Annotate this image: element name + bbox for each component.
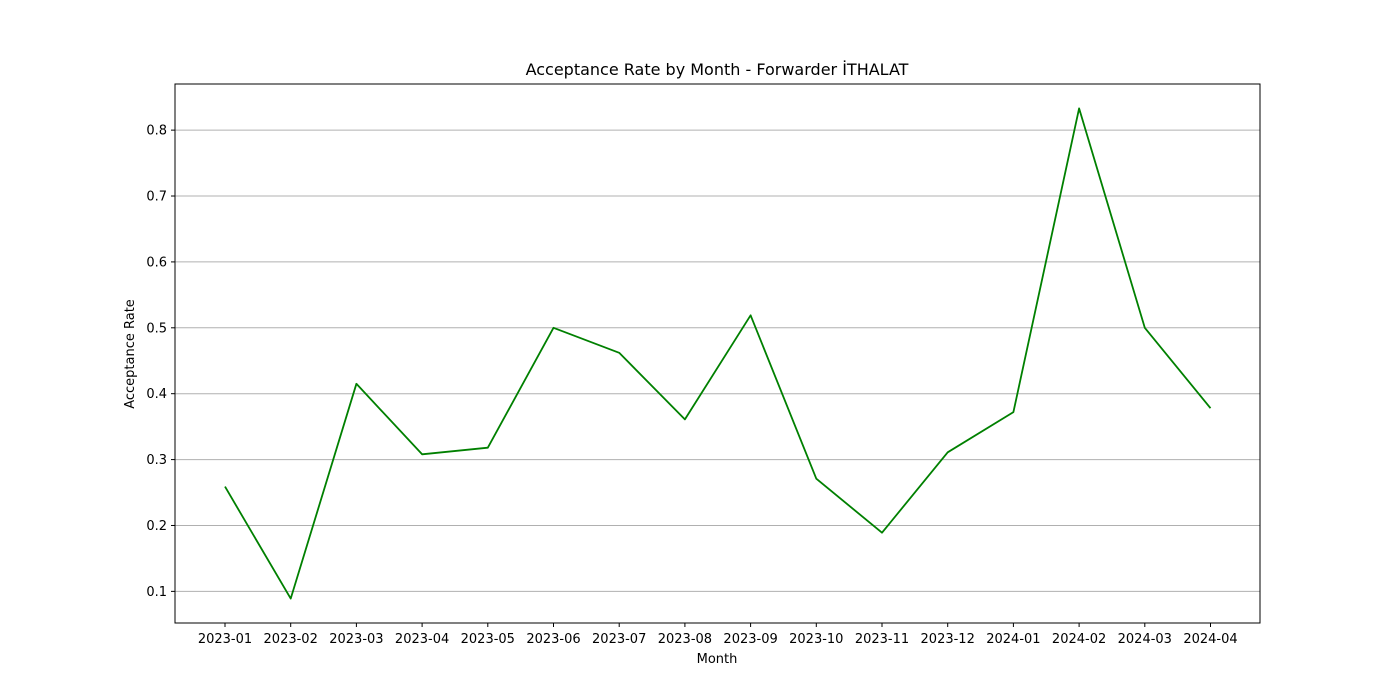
x-axis: 2023-01 2023-02 2023-03 2023-04 2023-05 2023-…: [198, 623, 1238, 647]
y-tick-label: 0.8: [146, 124, 167, 139]
x-tick-label: 2023-09: [723, 632, 777, 647]
gridlines: [175, 129, 1260, 592]
x-tick-label: 2024-03: [1118, 632, 1172, 647]
series-line: [224, 107, 1212, 600]
x-tick-label: 2023-02: [264, 632, 318, 647]
plot-area-frame: [174, 83, 1261, 624]
series-layer: [224, 107, 1212, 600]
y-tick-label: 0.2: [146, 519, 167, 534]
x-tick-label: 2024-01: [986, 632, 1040, 647]
y-tick-label: 0.7: [146, 190, 167, 205]
x-tick-label: 2023-11: [855, 632, 909, 647]
x-axis-title: Month: [697, 652, 738, 667]
x-tick-label: 2023-06: [526, 632, 580, 647]
x-tick-label: 2023-03: [329, 632, 383, 647]
y-tick-label: 0.6: [146, 255, 167, 270]
y-tick-label: 0.1: [146, 585, 167, 600]
x-tick-label: 2023-05: [461, 632, 515, 647]
y-axis-title: Acceptance Rate: [123, 299, 138, 409]
x-tick-label: 2024-02: [1052, 632, 1106, 647]
x-tick-label: 2023-08: [658, 632, 712, 647]
x-tick-label: 2023-01: [198, 632, 252, 647]
y-tick-label: 0.3: [146, 453, 167, 468]
x-tick-label: 2024-04: [1183, 632, 1237, 647]
x-tick-label: 2023-07: [592, 632, 646, 647]
x-tick-label: 2023-12: [921, 632, 975, 647]
y-tick-label: 0.5: [146, 321, 167, 336]
chart-title: Acceptance Rate by Month - Forwarder İTH…: [526, 60, 909, 79]
y-axis: 0.1 0.2 0.3 0.4 0.5 0.6 0.7 0.8: [146, 124, 175, 600]
y-tick-label: 0.4: [146, 387, 167, 402]
x-tick-label: 2023-04: [395, 632, 449, 647]
x-tick-label: 2023-10: [789, 632, 843, 647]
